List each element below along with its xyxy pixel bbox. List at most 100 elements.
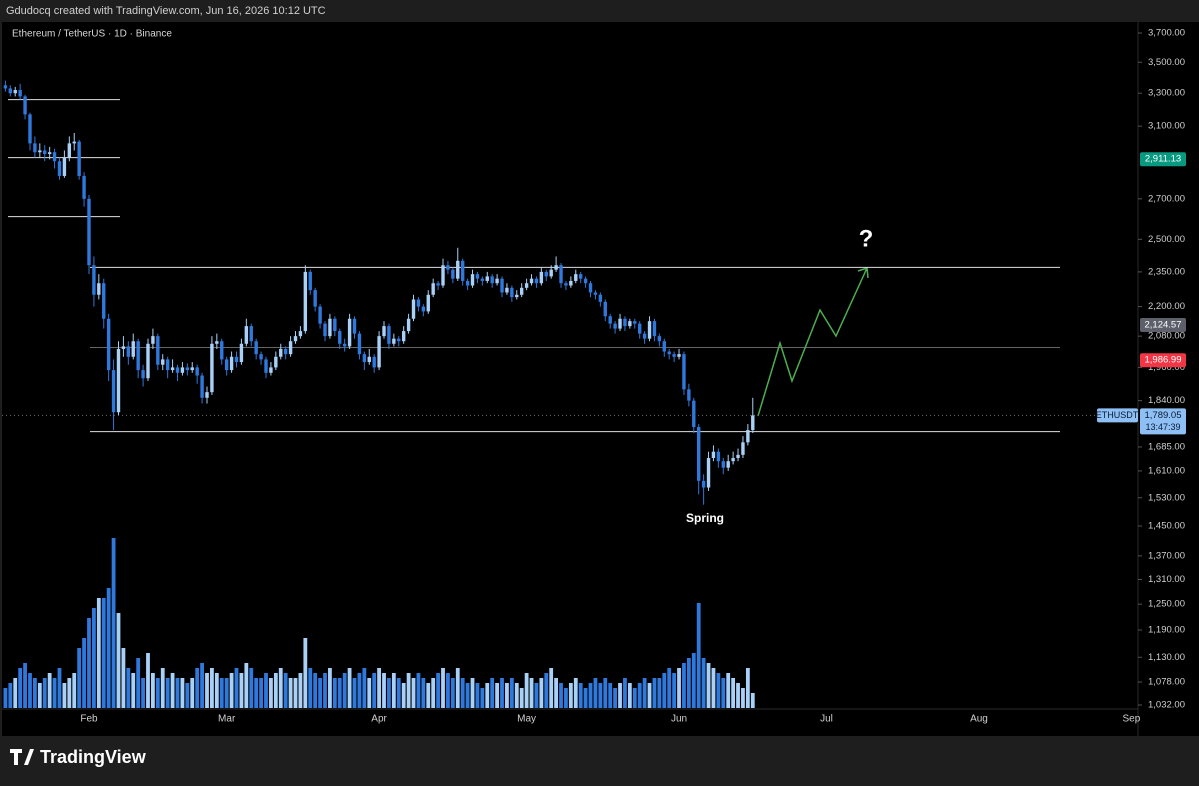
volume-bar <box>352 678 357 708</box>
volume-bar <box>406 673 411 708</box>
volume-bar <box>92 608 96 708</box>
volume-bar <box>485 683 490 708</box>
candle-body <box>195 367 199 376</box>
volume-bar <box>347 668 352 708</box>
candle-body <box>515 294 519 298</box>
candle-body <box>249 326 253 342</box>
x-tick-label: Jun <box>671 714 687 725</box>
y-tick-label: 3,100.00 <box>1148 121 1185 132</box>
candle-body <box>392 338 396 344</box>
volume-bar <box>657 678 662 708</box>
candle-body <box>347 318 352 347</box>
volume-bar <box>96 598 101 708</box>
candle-body <box>549 269 553 277</box>
candle-body <box>308 271 312 291</box>
x-tick-label: Mar <box>218 714 236 725</box>
volume-bar <box>539 678 544 708</box>
volume-bar <box>509 678 514 708</box>
candle-body <box>628 321 632 327</box>
candle-body <box>303 271 308 332</box>
volume-bar <box>441 668 445 708</box>
volume-bar <box>495 683 499 708</box>
candle-body <box>721 461 725 468</box>
candle-body <box>613 323 617 329</box>
annotation: Spring <box>686 511 724 525</box>
volume-bar <box>431 678 436 708</box>
candle-body <box>751 415 755 431</box>
volume-bar <box>72 673 77 708</box>
candle-body <box>441 265 445 286</box>
volume-bar <box>686 658 691 708</box>
volume-bar <box>141 678 145 708</box>
volume-bar <box>726 673 731 708</box>
y-tick-label: 2,700.00 <box>1148 193 1185 204</box>
candle-body <box>583 278 588 284</box>
volume-bar <box>362 668 367 708</box>
volume-bar <box>283 673 288 708</box>
candle-body <box>746 430 750 443</box>
candle-body <box>618 318 622 329</box>
volume-bar <box>618 683 622 708</box>
volume-bar <box>23 663 27 708</box>
volume-bar <box>750 693 755 708</box>
candle-body <box>205 392 209 398</box>
candle-body <box>33 143 37 153</box>
volume-bar <box>87 618 91 708</box>
price-badge <box>1140 353 1186 368</box>
y-tick-label: 2,350.00 <box>1148 266 1185 277</box>
volume-bar <box>219 678 224 708</box>
volume-bar <box>155 678 160 708</box>
volume-bar <box>273 673 278 708</box>
candle-body <box>156 336 160 365</box>
volume-bar <box>269 678 273 708</box>
volume-bar <box>165 678 170 708</box>
volume-bar <box>259 678 263 708</box>
last-price-symbol-bg <box>1097 408 1138 423</box>
candle-body <box>106 318 111 371</box>
volume-bar <box>426 683 431 708</box>
candle-body <box>131 341 135 357</box>
candle-body <box>711 451 716 459</box>
candle-body <box>647 321 652 339</box>
volume-bar <box>583 688 588 708</box>
volume-bar <box>298 673 303 708</box>
candle-body <box>574 274 578 281</box>
volume-bar <box>529 678 534 708</box>
symbol-title: Ethereum / TetherUS · 1D · Binance <box>12 29 172 40</box>
volume-bar <box>224 678 229 708</box>
volume-bar <box>205 673 209 708</box>
volume-bar <box>33 678 37 708</box>
volume-bar <box>136 658 141 708</box>
volume-bar <box>745 668 750 708</box>
candle-body <box>146 343 150 379</box>
candle-body <box>401 331 406 342</box>
candle-body <box>465 280 470 286</box>
volume-bar <box>303 638 308 708</box>
volume-bar <box>47 673 52 708</box>
countdown: 13:47:39 <box>1145 422 1180 432</box>
candle-body <box>554 265 558 270</box>
candle-body <box>269 367 273 373</box>
volume-bar <box>391 673 396 708</box>
candle-body <box>121 346 126 349</box>
volume-bar <box>210 668 214 708</box>
volume-bar <box>672 673 677 708</box>
volume-bar <box>151 673 155 708</box>
candle-body <box>741 442 745 455</box>
volume-bar <box>377 668 381 708</box>
volume-bar <box>254 678 259 708</box>
volume-bar <box>588 683 593 708</box>
candle-body <box>456 260 460 279</box>
volume-bar <box>160 668 165 708</box>
candle-body <box>377 336 381 368</box>
volume-bar <box>455 668 460 708</box>
volume-bar <box>603 678 608 708</box>
candle-body <box>544 271 548 277</box>
y-tick-label: 1,840.00 <box>1148 395 1185 406</box>
volume-bar <box>480 688 485 708</box>
volume-bar <box>372 673 377 708</box>
candle-body <box>578 274 583 279</box>
candle-body <box>657 336 662 342</box>
